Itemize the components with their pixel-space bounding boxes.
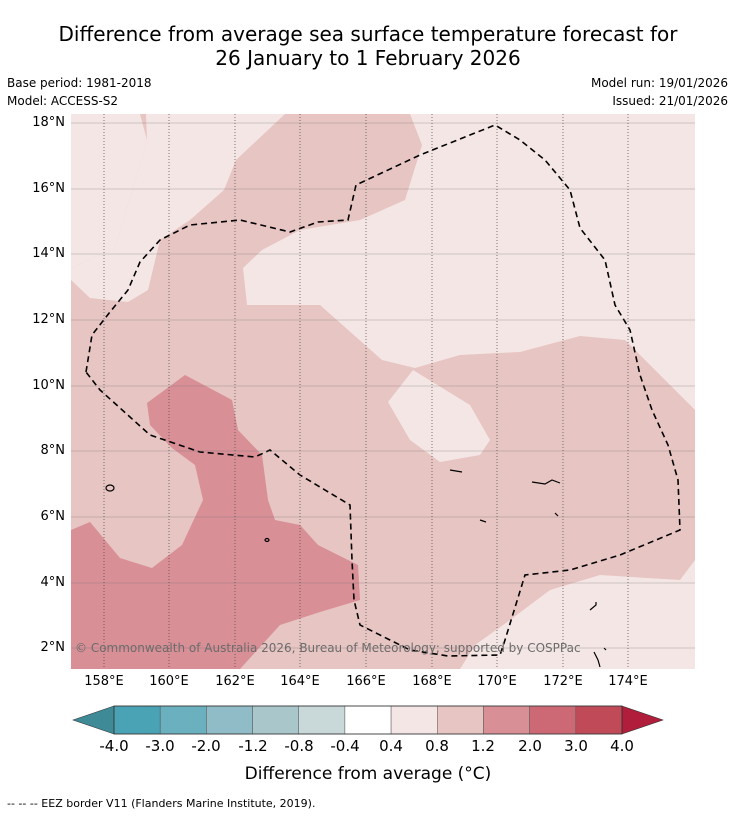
colorbar-frame [113,705,623,735]
anomaly-region-1.2-2.0-west [71,375,360,669]
colorbar-label: -0.8 [284,737,314,755]
lon-label-172e: 172°E [543,674,583,689]
model-name: Model: ACCESS-S2 [7,94,119,108]
anomaly-region-0.4-0.8-southeast [460,560,695,669]
title-line-2: 26 January to 1 February 2026 [215,46,521,70]
eez-border [85,124,681,657]
lon-label-164e: 164°E [280,674,320,689]
title-line-1: Difference from average sea surface temp… [58,22,678,46]
colorbar-segment [206,705,253,735]
meta-left: Base period: 1981-2018 Model: ACCESS-S2 [7,74,152,110]
anomaly-region-0.4-0.8-north [71,114,285,302]
small-islands [105,469,607,668]
lat-label-14n: 14°N [32,246,65,261]
issued-date: Issued: 21/01/2026 [612,94,728,108]
lat-label-8n: 8°N [40,443,66,458]
lon-label-162e: 162°E [215,674,255,689]
colorbar-segment [113,705,161,735]
lat-label-12n: 12°N [32,312,65,327]
lon-label-174e: 174°E [608,674,648,689]
map-plot-area [71,114,695,669]
colorbar-label: 2.0 [518,737,542,755]
colorbar-label: 0.4 [379,737,403,755]
colorbar-segment [344,705,392,735]
colorbar-segment [298,705,346,735]
lon-label-170e: 170°E [477,674,517,689]
map-title: Difference from average sea surface temp… [0,22,736,70]
colorbar-high-extend [621,705,664,735]
colorbar-title: Difference from average (°C) [244,764,492,784]
lon-label-160e: 160°E [149,674,189,689]
eez-legend: -- -- -- EEZ border V11 (Flanders Marine… [7,797,316,810]
colorbar-label: -4.0 [99,737,129,755]
lat-label-18n: 18°N [32,115,65,130]
lat-label-6n: 6°N [40,509,66,524]
colorbar-segment [529,705,577,735]
colorbar-label: 0.8 [425,737,449,755]
colorbar-segment [159,705,207,735]
lon-label-166e: 166°E [346,674,386,689]
colorbar [72,705,664,735]
base-period: Base period: 1981-2018 [7,76,152,90]
lat-label-4n: 4°N [40,575,66,590]
lat-label-16n: 16°N [32,181,65,196]
colorbar-label: -2.0 [191,737,221,755]
colorbar-segment [252,705,299,735]
lon-label-158e: 158°E [84,674,124,689]
lat-label-2n: 2°N [40,640,66,655]
colorbar-segment [437,705,484,735]
lat-label-10n: 10°N [32,378,65,393]
colorbar-segment [483,705,530,735]
anomaly-region-0.4-0.8-central [388,370,490,462]
colorbar-segment [390,705,438,735]
latitude-gridlines [71,122,695,649]
colorbar-label: -1.2 [238,737,268,755]
anomaly-region-0.4-0.8-northeast [243,114,695,410]
colorbar-label: 4.0 [610,737,634,755]
colorbar-segment [575,705,623,735]
model-run: Model run: 19/01/2026 [590,76,728,90]
anomaly-region-0.4-0.8-northwest [71,114,147,268]
copyright-notice: © Commonwealth of Australia 2026, Bureau… [75,641,581,655]
longitude-gridlines [103,114,629,669]
colorbar-label: 3.0 [564,737,588,755]
colorbar-label: -3.0 [145,737,175,755]
meta-right: Model run: 19/01/2026 Issued: 21/01/2026 [591,74,728,110]
lon-label-168e: 168°E [412,674,452,689]
colorbar-label: 1.2 [471,737,495,755]
colorbar-low-extend [72,705,115,735]
colorbar-label: -0.4 [330,737,360,755]
